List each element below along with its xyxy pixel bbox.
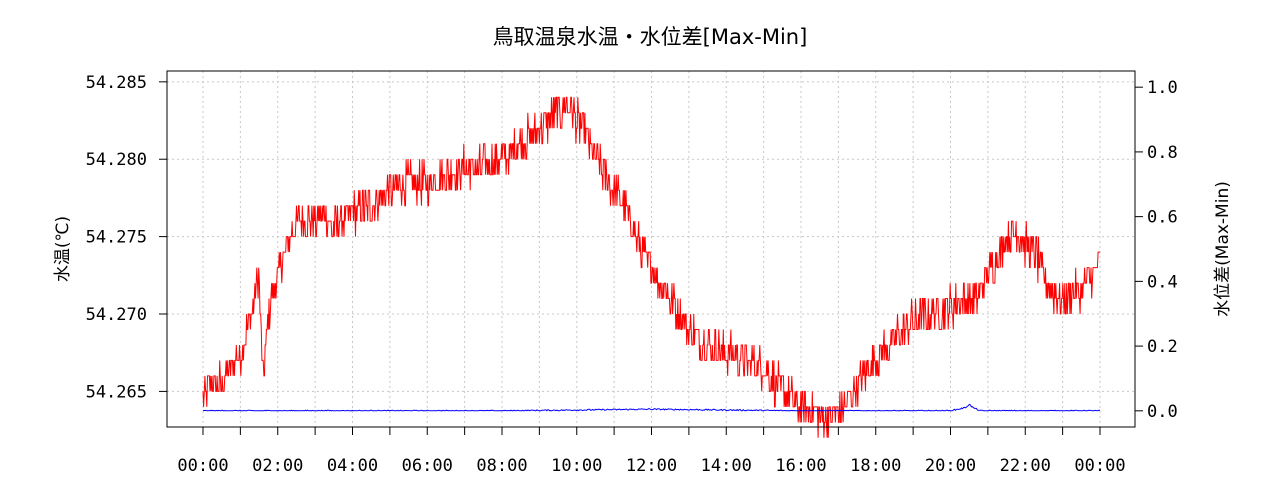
y-right-tick-label: 0.6	[1147, 208, 1178, 228]
grid	[167, 71, 1135, 427]
y-left-tick-label: 54.265	[86, 382, 147, 402]
x-tick-label: 12:00	[626, 456, 677, 476]
water-level-diff-series	[202, 403, 1101, 412]
y-right-tick-label: 1.0	[1147, 78, 1178, 98]
y-axis-left: 54.265 54.270 54.275 54.280 54.285	[86, 73, 167, 402]
y-right-tick-label: 0.0	[1147, 402, 1178, 422]
temperature-series	[202, 96, 1100, 438]
water-level-diff-line	[202, 403, 1101, 412]
y-left-tick-label: 54.270	[86, 305, 147, 325]
y-axis-left-label: 水温(℃)	[53, 216, 73, 282]
chart-title: 鳥取温泉水温・水位差[Max-Min]	[493, 25, 808, 49]
x-tick-label: 02:00	[252, 456, 303, 476]
y-right-tick-label: 0.2	[1147, 337, 1178, 357]
x-tick-label: 00:00	[177, 456, 228, 476]
y-left-tick-label: 54.275	[86, 228, 147, 248]
x-tick-label: 18:00	[850, 456, 901, 476]
x-tick-label: 06:00	[402, 456, 453, 476]
y-right-tick-label: 0.4	[1147, 272, 1178, 292]
plot-frame	[166, 70, 1136, 428]
x-tick-label: 04:00	[327, 456, 378, 476]
x-tick-label: 14:00	[701, 456, 752, 476]
y-left-tick-label: 54.280	[86, 150, 147, 170]
y-right-tick-label: 0.8	[1147, 143, 1178, 163]
y-axis-right: 0.0 0.2 0.4 0.6 0.8 1.0	[1135, 78, 1178, 422]
y-left-tick-label: 54.285	[86, 73, 147, 93]
x-tick-label: 22:00	[1000, 456, 1051, 476]
x-tick-label: 20:00	[925, 456, 976, 476]
x-tick-label: 16:00	[775, 456, 826, 476]
y-axis-right-label: 水位差(Max-Min)	[1213, 181, 1233, 317]
x-axis: 00:00 02:00 04:00 06:00 08:00 10:00 12:00 14:00…	[177, 427, 1126, 476]
temperature-line	[202, 96, 1100, 438]
x-tick-label: 08:00	[476, 456, 527, 476]
x-tick-label: 00:00	[1074, 456, 1125, 476]
x-tick-label: 10:00	[551, 456, 602, 476]
